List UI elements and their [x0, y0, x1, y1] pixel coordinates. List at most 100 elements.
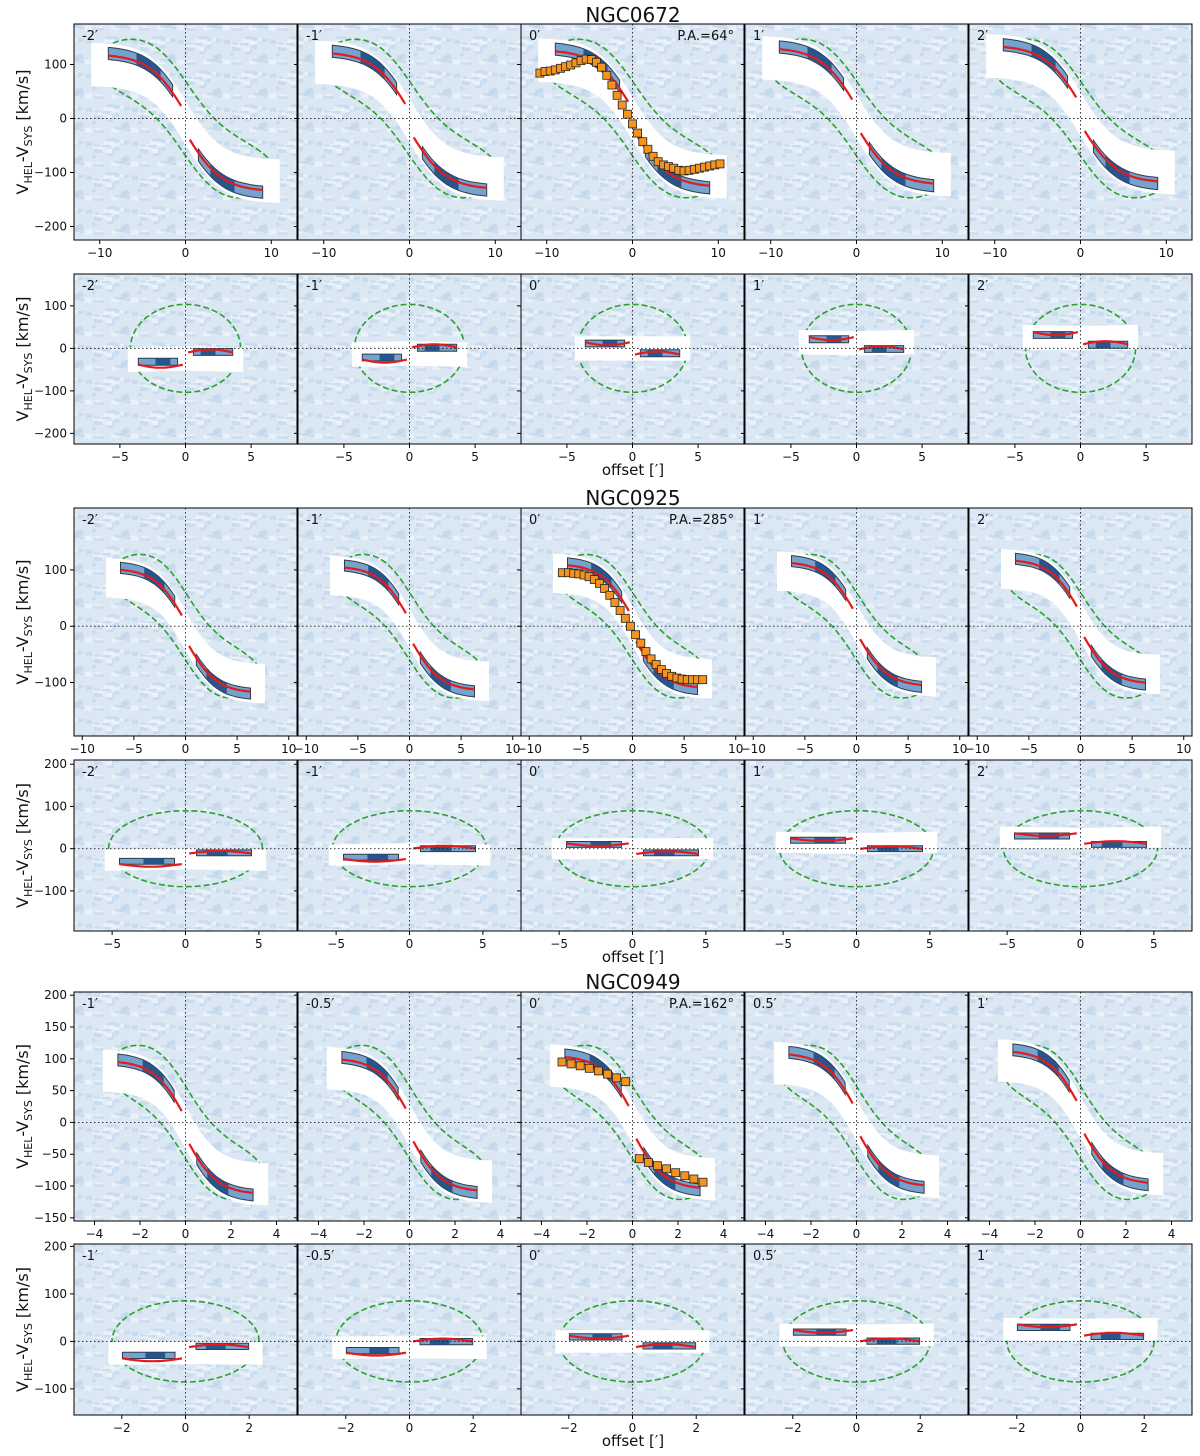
x-tick-label: −10 [311, 246, 336, 260]
panel-content [745, 274, 968, 444]
rotation-curve-point [602, 70, 612, 80]
pv-panel: 0′ P.A.=162° −4 −2 0 2 4 [517, 991, 745, 1241]
panel-content [521, 1244, 744, 1415]
x-tick-label: 10 [505, 742, 520, 756]
x-tick-label: 2 [692, 1421, 700, 1435]
y-tick-label: 100 [44, 299, 67, 313]
rotation-curve-point [575, 1061, 585, 1071]
panel-offset-label: 2′ [977, 765, 988, 780]
y-axis-label-part: V [13, 1158, 32, 1169]
model-curve [1083, 130, 1158, 183]
model-curve [1084, 840, 1147, 845]
pv-panel: 0.5′ −4 −2 0 2 4 [741, 991, 969, 1241]
model-curve [332, 52, 407, 105]
x-tick-label: 0 [853, 1421, 861, 1435]
masked-region [1001, 549, 1160, 695]
x-tick-label: 10 [711, 246, 726, 260]
y-axis-label-part: -V [13, 1344, 32, 1360]
emission-peak [379, 354, 395, 361]
y-axis-label-part: [km/s] [13, 1044, 32, 1100]
x-tick-label: −10 [294, 742, 319, 756]
envelope-contour [318, 38, 501, 199]
panel-offset-label: -0.5′ [306, 997, 334, 1012]
rotation-curve-point [615, 606, 625, 615]
pv-panel: -0.5′ −4 −2 0 2 4 [294, 991, 522, 1241]
masked-region [986, 34, 1175, 195]
panel-content [74, 274, 297, 444]
emission-peak [1101, 841, 1123, 848]
x-tick-label: 2 [674, 1227, 682, 1241]
model-curve [188, 139, 263, 192]
x-tick-label: 5 [471, 450, 479, 464]
y-tick-label: −100 [34, 384, 67, 398]
model-curve [189, 849, 252, 855]
x-tick-label: −10 [70, 742, 95, 756]
pv-panel: -1′ −2 0 2 200 100 0 −100 [34, 1239, 298, 1435]
x-tick-label: 5 [926, 937, 934, 951]
emission-peak [429, 1338, 450, 1345]
y-axis-label-part: HEL [22, 1359, 35, 1381]
x-tick-label: −2 [784, 1421, 802, 1435]
panel-offset-label: 2′ [977, 513, 988, 528]
rotation-curve-point [617, 100, 627, 110]
x-tick-label: 4 [497, 1227, 505, 1241]
x-tick-label: 0 [182, 742, 190, 756]
rotation-curve-point [662, 1164, 671, 1174]
masked-region [91, 42, 280, 203]
panel-content [298, 508, 521, 736]
pv-panel: 1′ −10 0 10 [741, 23, 969, 260]
y-tick-label: 200 [44, 988, 67, 1002]
galaxy-title: NGC0925 [585, 486, 680, 510]
panel-offset-label: 0′ [529, 279, 540, 294]
x-tick-label: 4 [273, 1227, 281, 1241]
model-curve [188, 1343, 249, 1349]
panel-content [745, 1244, 968, 1415]
y-axis-label-part: V [13, 183, 32, 194]
y-tick-label: 0 [59, 619, 67, 633]
pv-panel: 2′ −5 0 5 [965, 273, 1193, 464]
position-angle-label: P.A.=162° [669, 997, 734, 1012]
panel-content [74, 24, 297, 240]
x-tick-label: 0 [1077, 1421, 1085, 1435]
model-curve [188, 645, 251, 693]
x-tick-label: 5 [1142, 450, 1150, 464]
position-angle-label: P.A.=64° [677, 29, 734, 44]
emission-peak [155, 358, 171, 366]
y-axis-label-part: HEL [22, 161, 35, 183]
model-curve [187, 348, 233, 354]
x-tick-label: 10 [1159, 246, 1174, 260]
x-tick-label: 10 [281, 742, 296, 756]
y-axis-label-part: [km/s] [13, 297, 32, 353]
model-curve [566, 842, 629, 848]
rotation-curve-point [620, 613, 630, 623]
y-tick-label: 0 [59, 842, 67, 856]
model-curve [793, 1328, 854, 1335]
y-axis-label-part: HEL [22, 1136, 35, 1158]
model-curve [188, 1143, 254, 1194]
x-tick-label: −5 [111, 450, 129, 464]
pv-panel: 0′ P.A.=64° −10 0 10 [517, 23, 745, 260]
panel-content [74, 508, 297, 736]
rotation-curve-point [600, 584, 609, 593]
model-curve [859, 638, 922, 686]
x-tick-label: −5 [335, 450, 353, 464]
panel-content [745, 992, 968, 1221]
panel-content [969, 24, 1192, 240]
rotation-curve-point [715, 159, 725, 169]
x-tick-label: −4 [981, 1227, 999, 1241]
panel-offset-label: -1′ [82, 997, 98, 1012]
model-curve [412, 136, 487, 189]
model-curve [344, 566, 407, 614]
y-axis-label-part: SYS [22, 126, 35, 147]
x-tick-label: 2 [245, 1421, 253, 1435]
x-tick-label: 10 [952, 742, 967, 756]
x-tick-label: 0 [853, 1227, 861, 1241]
x-tick-label: 0 [1077, 246, 1085, 260]
x-tick-label: −10 [741, 742, 766, 756]
x-tick-label: −2 [337, 1421, 355, 1435]
panel-offset-label: 0.5′ [753, 997, 777, 1012]
pv-panel: 0′ −5 0 5 [517, 759, 745, 951]
y-tick-label: 100 [44, 58, 67, 72]
